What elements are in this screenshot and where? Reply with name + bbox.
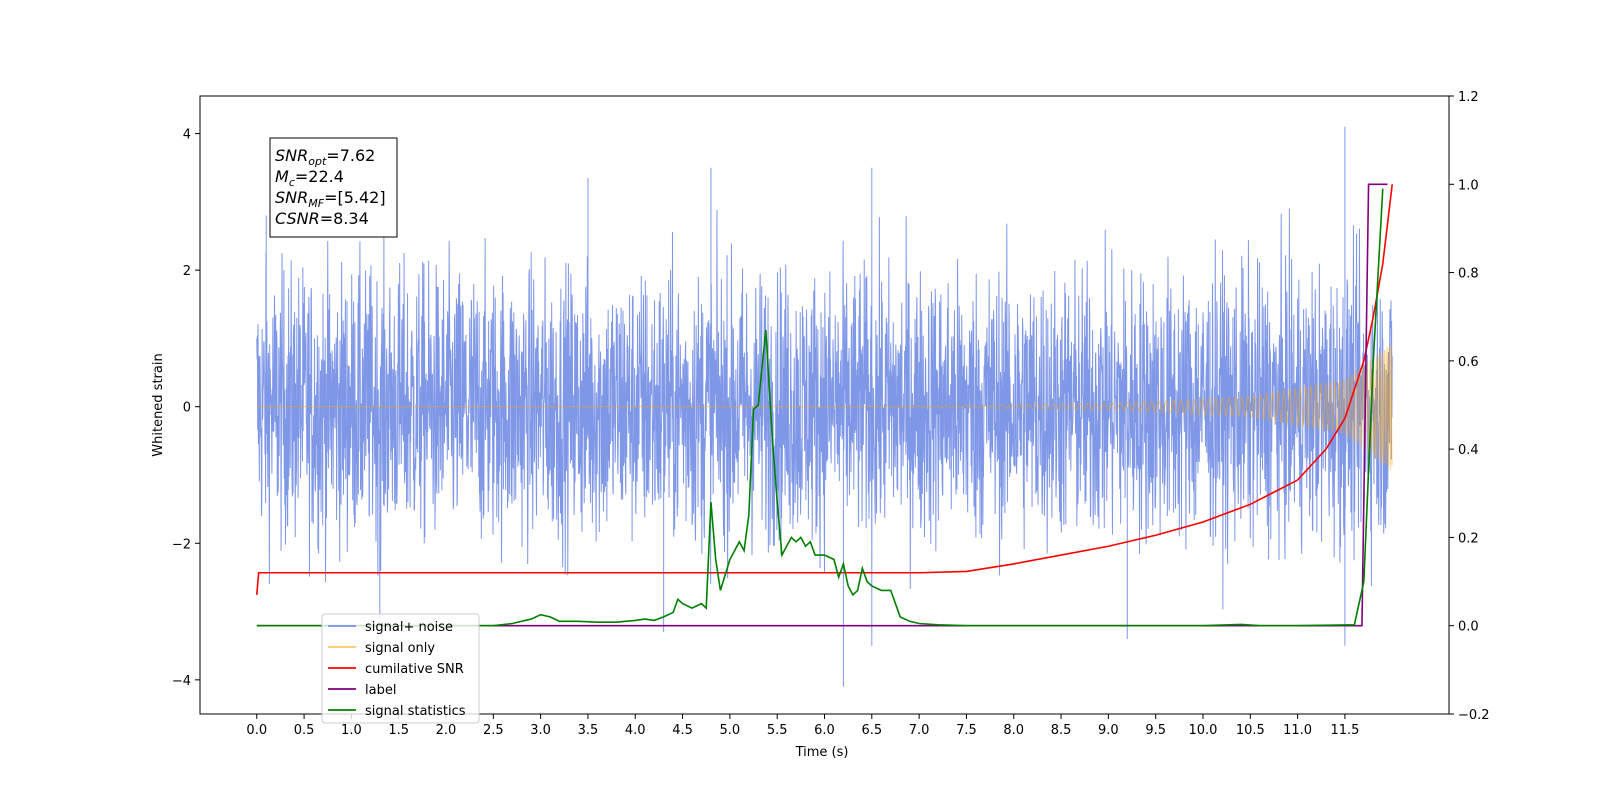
y2-tick-label: 0.4 xyxy=(1458,443,1479,458)
x-tick-label: 2.0 xyxy=(436,723,457,738)
annotation-line: SNRopt=7.62 xyxy=(275,146,375,168)
x-tick-label: 6.5 xyxy=(861,723,882,738)
y-tick-label: −2 xyxy=(172,537,191,552)
y-tick-label: 0 xyxy=(183,401,191,416)
legend-label: signal+ noise xyxy=(365,620,453,635)
y2-tick-label: 1.2 xyxy=(1458,90,1479,105)
x-tick-label: 3.5 xyxy=(578,723,599,738)
series-signal-statistics xyxy=(256,188,1384,627)
x-tick-label: 9.5 xyxy=(1145,723,1166,738)
y-tick-label: 2 xyxy=(183,264,191,279)
x-tick-label: 8.5 xyxy=(1051,723,1072,738)
x-tick-label: 0.0 xyxy=(246,723,267,738)
x-axis: 0.0 0.5 1.0 1.5 2.0 2.5 3.0 3.5 4.0 4.5 5.0 5.5 6.0 6… xyxy=(246,714,1359,738)
legend-frame xyxy=(321,613,480,724)
annotation-symbol: M xyxy=(275,167,289,186)
annotation-frame xyxy=(269,137,398,238)
x-tick-label: 3.0 xyxy=(530,723,551,738)
annotation-symbol: SNR xyxy=(275,146,308,165)
annotation-value: =7.62 xyxy=(326,146,375,165)
y2-tick-label: −0.2 xyxy=(1458,708,1490,723)
x-tick-label: 5.5 xyxy=(767,723,788,738)
annotation-symbol: CSNR xyxy=(275,209,320,228)
y2-tick-label: 0.8 xyxy=(1458,267,1479,282)
x-tick-label: 2.5 xyxy=(483,723,504,738)
x-tick-label: 10.5 xyxy=(1236,723,1265,738)
y-axis-label: Whitened strain xyxy=(151,353,166,456)
series-cumilative-snr xyxy=(255,184,1394,595)
annotation-value: =[5.42] xyxy=(324,188,386,207)
series-signal-only xyxy=(256,344,1393,470)
x-tick-label: 1.0 xyxy=(341,723,362,738)
legend-label: cumilative SNR xyxy=(365,662,464,677)
y-axis-left: 4 2 0 −2 −4 xyxy=(172,128,200,689)
y-axis-right: 1.2 1.0 0.8 0.6 0.4 0.2 0.0 −0.2 xyxy=(1449,90,1490,723)
y-tick-label: −4 xyxy=(172,674,191,689)
x-tick-label: 11.0 xyxy=(1283,723,1312,738)
y2-tick-label: 0.0 xyxy=(1458,620,1479,635)
legend-label: label xyxy=(365,683,396,698)
annotation-value: =22.4 xyxy=(295,167,344,186)
x-tick-label: 10.0 xyxy=(1189,723,1218,738)
y-tick-label: 4 xyxy=(183,128,191,143)
x-tick-label: 4.0 xyxy=(625,723,646,738)
annotation-line: Mc=22.4 xyxy=(275,167,344,189)
x-tick-label: 11.5 xyxy=(1330,723,1359,738)
x-tick-label: 4.5 xyxy=(672,723,693,738)
x-axis-label: Time (s) xyxy=(795,745,849,760)
x-tick-label: 5.0 xyxy=(720,723,741,738)
x-tick-label: 9.0 xyxy=(1098,723,1119,738)
annotation-symbol: SNR xyxy=(275,188,308,207)
y2-tick-label: 0.6 xyxy=(1458,355,1479,370)
x-tick-label: 7.5 xyxy=(956,723,977,738)
legend-label: signal statistics xyxy=(365,704,466,719)
legend: signal+ noise signal only cumilative SNR la… xyxy=(321,613,480,724)
x-tick-label: 7.0 xyxy=(909,723,930,738)
plot-series xyxy=(255,126,1394,687)
y2-tick-label: 0.2 xyxy=(1458,531,1479,546)
annotation-subscript: opt xyxy=(308,155,327,168)
annotation-subscript: MF xyxy=(308,197,324,210)
x-tick-label: 6.0 xyxy=(814,723,835,738)
annotation-line: CSNR=8.34 xyxy=(275,209,369,228)
annotation-value: =8.34 xyxy=(320,209,369,228)
x-tick-label: 8.0 xyxy=(1003,723,1024,738)
y2-tick-label: 1.0 xyxy=(1458,178,1479,193)
annotation-line: SNRMF=[5.42] xyxy=(275,188,386,210)
x-tick-label: 0.5 xyxy=(294,723,315,738)
series-label xyxy=(256,183,1388,627)
x-tick-label: 1.5 xyxy=(388,723,409,738)
legend-label: signal only xyxy=(365,641,435,656)
annotation-subscript: c xyxy=(289,176,295,189)
